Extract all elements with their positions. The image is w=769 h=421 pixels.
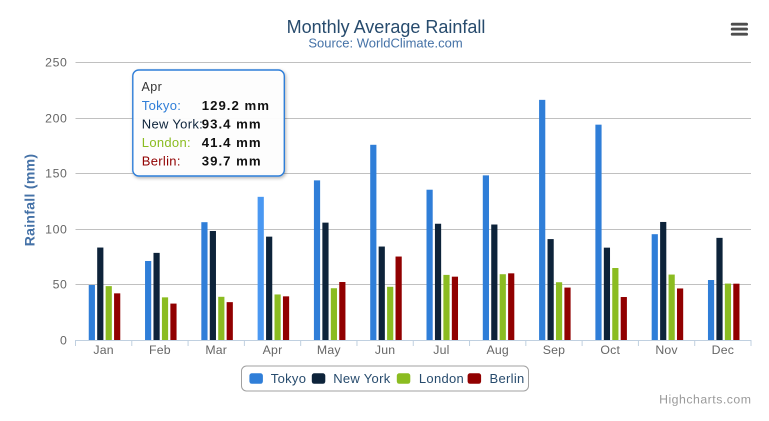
svg-text:May: May <box>317 343 341 357</box>
svg-text:Dec: Dec <box>712 343 734 357</box>
svg-text:0: 0 <box>60 334 67 348</box>
svg-text:Berlin: Berlin <box>490 371 525 386</box>
svg-text:Sep: Sep <box>543 343 565 357</box>
svg-text:Rainfall (mm): Rainfall (mm) <box>22 154 38 247</box>
svg-text:Oct: Oct <box>600 343 620 357</box>
svg-text:New York:: New York: <box>142 116 203 131</box>
svg-text:Aug: Aug <box>486 343 508 357</box>
svg-text:Apr: Apr <box>142 80 163 94</box>
svg-text:Jul: Jul <box>433 343 449 357</box>
svg-text:Monthly Average Rainfall: Monthly Average Rainfall <box>287 17 486 37</box>
svg-text:50: 50 <box>53 278 68 292</box>
svg-text:129.2 mm: 129.2 mm <box>202 98 270 113</box>
svg-text:Mar: Mar <box>205 343 227 357</box>
svg-text:London: London <box>419 371 464 386</box>
svg-text:39.7 mm: 39.7 mm <box>202 154 262 169</box>
svg-text:Feb: Feb <box>149 343 171 357</box>
svg-text:150: 150 <box>45 167 67 181</box>
svg-text:Jun: Jun <box>375 343 395 357</box>
svg-text:Highcharts.com: Highcharts.com <box>659 392 751 406</box>
svg-text:Apr: Apr <box>263 343 283 357</box>
svg-text:200: 200 <box>45 112 67 126</box>
svg-text:Nov: Nov <box>655 343 678 357</box>
svg-text:41.4 mm: 41.4 mm <box>202 135 262 150</box>
svg-text:Source: WorldClimate.com: Source: WorldClimate.com <box>308 36 462 51</box>
svg-text:100: 100 <box>45 223 67 237</box>
svg-text:93.4 mm: 93.4 mm <box>202 116 262 131</box>
svg-text:London:: London: <box>142 135 191 150</box>
svg-text:Jan: Jan <box>93 343 113 357</box>
svg-text:250: 250 <box>45 56 67 70</box>
svg-text:New York: New York <box>333 371 391 386</box>
svg-text:Tokyo: Tokyo <box>271 371 306 386</box>
svg-text:Berlin:: Berlin: <box>142 154 181 169</box>
svg-text:Tokyo:: Tokyo: <box>142 98 181 113</box>
